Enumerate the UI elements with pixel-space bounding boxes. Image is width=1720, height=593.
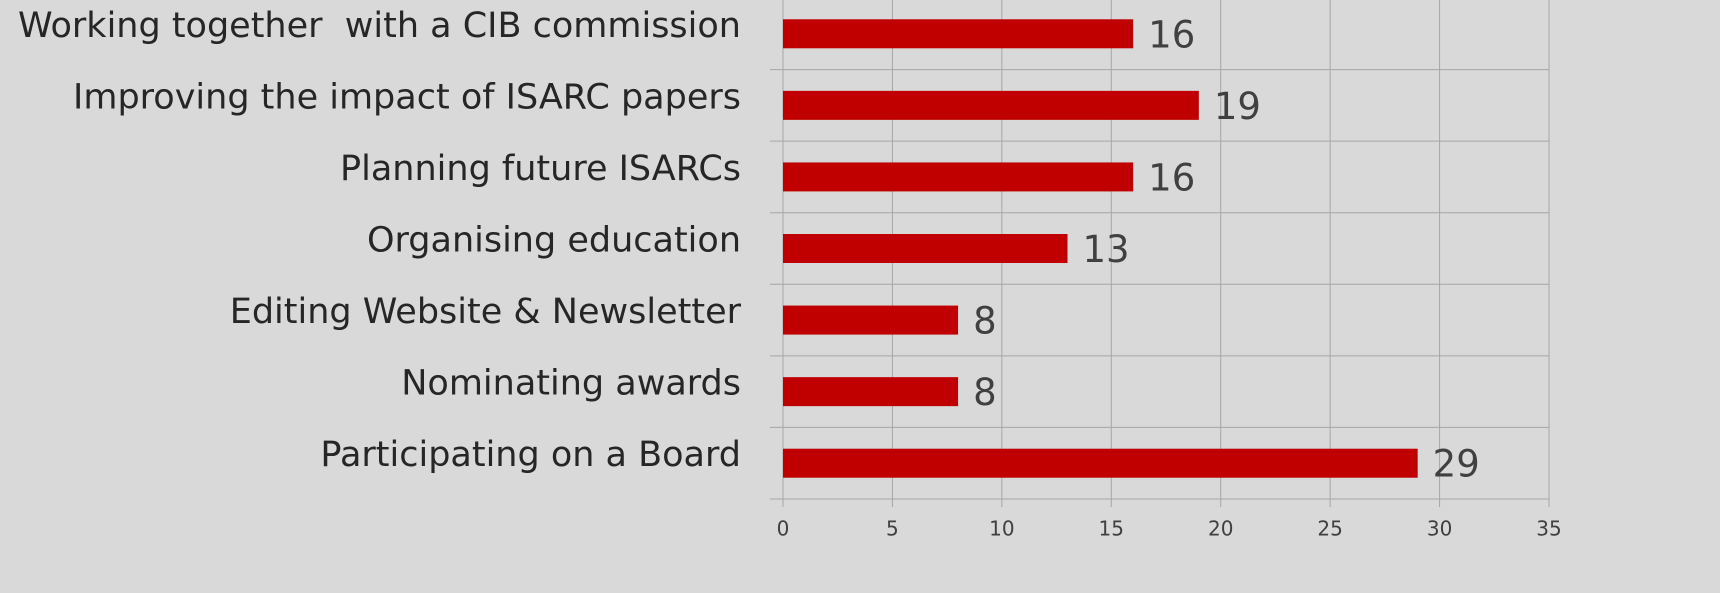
value-label: 16 xyxy=(1148,13,1195,56)
category-label: Planning future ISARCs xyxy=(340,149,741,189)
bar xyxy=(783,234,1068,263)
bar xyxy=(783,448,1418,478)
category-label: Nominating awards xyxy=(401,364,741,404)
x-tick-label: 25 xyxy=(1317,517,1342,541)
value-label: 13 xyxy=(1083,228,1130,271)
x-tick-label: 20 xyxy=(1208,517,1233,541)
bar xyxy=(783,377,959,407)
bar xyxy=(783,90,1199,120)
x-tick-label: 35 xyxy=(1536,517,1561,541)
value-label: 29 xyxy=(1433,443,1480,486)
category-label: Improving the impact of ISARC papers xyxy=(73,77,741,117)
category-label: Organising education xyxy=(367,221,741,261)
category-label: Participating on a Board xyxy=(320,435,741,475)
value-label: 19 xyxy=(1214,85,1261,128)
x-tick-label: 10 xyxy=(989,517,1014,541)
x-tick-label: 0 xyxy=(777,517,790,541)
bar xyxy=(783,305,959,335)
bar xyxy=(783,19,1134,49)
category-label: Editing Website & Newsletter xyxy=(230,292,742,332)
value-label: 8 xyxy=(973,371,997,414)
x-tick-label: 30 xyxy=(1427,517,1452,541)
category-label: Working together with a CIB commission xyxy=(18,6,741,46)
x-tick-label: 5 xyxy=(886,517,899,541)
value-label: 8 xyxy=(973,300,997,343)
value-label: 16 xyxy=(1148,156,1195,199)
bar xyxy=(783,162,1134,192)
x-tick-label: 15 xyxy=(1099,517,1124,541)
